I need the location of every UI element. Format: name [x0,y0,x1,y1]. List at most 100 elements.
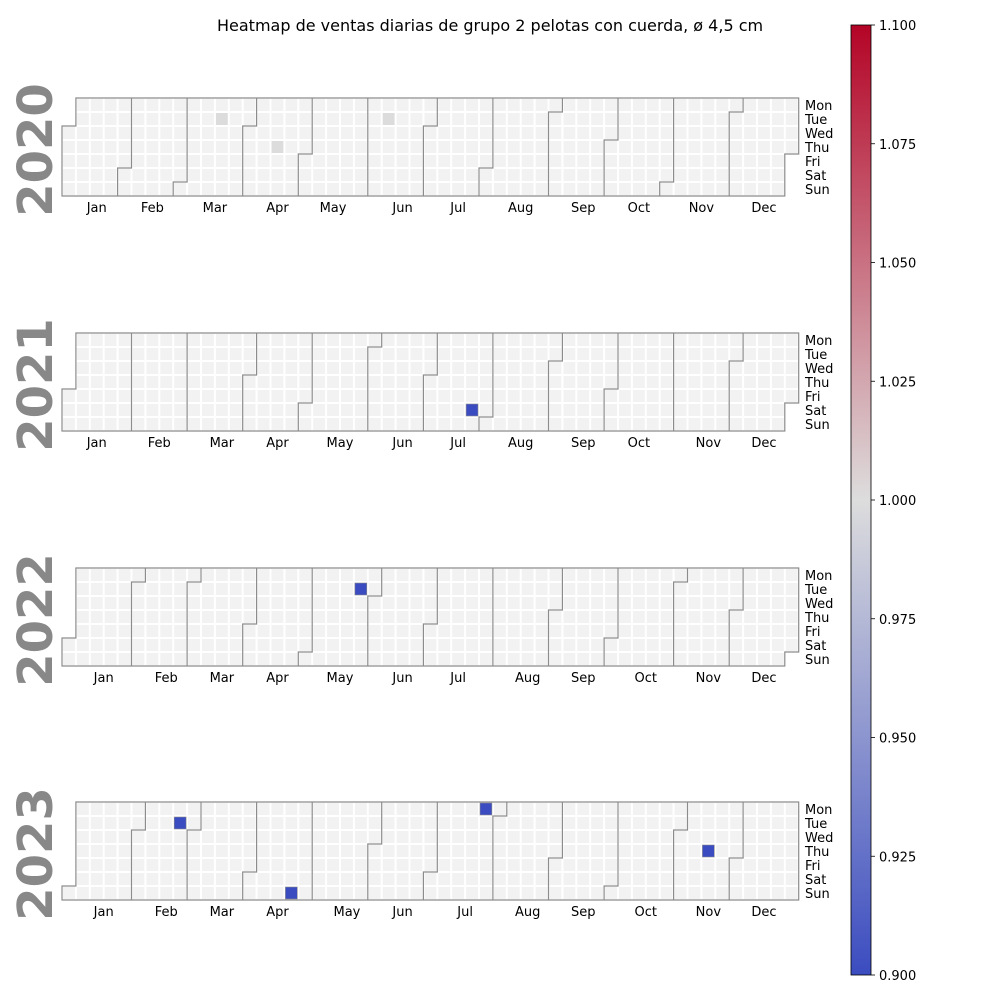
day-cell [132,859,145,871]
day-cell [480,127,492,139]
day-cell [771,113,784,125]
day-cell [229,611,242,623]
day-cell [354,113,367,125]
day-cell [452,625,465,637]
day-cell [744,99,756,111]
day-cell [507,376,520,388]
day-cell [452,155,465,167]
day-cell [549,873,562,885]
day-cell [243,845,256,857]
day-cell [632,845,645,857]
day-cell [577,404,590,416]
day-cell [438,404,451,416]
day-cell [188,845,200,857]
day-cell [299,183,312,195]
day-cell [688,169,701,181]
day-cell [243,183,256,195]
day-cell [758,653,770,665]
highlighted-cell [271,141,284,153]
day-cell [619,183,631,195]
day-cell [327,569,339,581]
day-cell [368,183,381,195]
day-cell [313,169,326,181]
day-cell [76,831,89,843]
day-cell [591,376,604,388]
day-cell [341,597,353,609]
day-cell [202,583,214,595]
day-cell [702,817,715,829]
day-cell [243,404,256,416]
day-cell [118,817,131,829]
weekday-label: Wed [805,127,833,142]
day-cell [299,376,312,388]
month-label: Nov [696,671,722,686]
day-cell [438,653,451,665]
day-cell [466,169,478,181]
day-cell [146,859,159,871]
day-cell [549,155,562,167]
day-cell [480,845,492,857]
day-cell [313,362,326,374]
day-cell [313,831,326,843]
day-cell [619,141,631,153]
day-cell [160,569,173,581]
day-cell [229,169,242,181]
day-cell [480,141,492,153]
day-cell [118,873,131,885]
day-cell [438,183,451,195]
day-cell [646,113,659,125]
day-cell [202,404,214,416]
month-separator [478,98,494,196]
day-cell [90,597,103,609]
day-cell [341,859,353,871]
day-cell [382,183,395,195]
day-cell [452,141,465,153]
day-cell [563,859,576,871]
day-cell [188,611,200,623]
day-cell [160,334,173,346]
month-separator [603,802,619,900]
day-cell [90,611,103,623]
day-cell [396,348,409,360]
day-cell [104,113,117,125]
month-label: Dec [751,201,776,216]
day-cell [285,625,298,637]
day-cell [507,817,520,829]
day-cell [76,887,89,899]
year-block-2022: Jan Feb Mar Apr May Jun Jul Aug Sep Oct Nov DecMonT… [8,553,833,687]
day-cell [535,653,548,665]
day-cell [382,831,395,843]
day-cell [76,625,89,637]
day-cell [535,376,548,388]
day-cell [174,418,187,430]
day-cell [744,390,756,402]
day-cell [438,390,451,402]
day-cell [410,155,423,167]
day-cell [118,859,131,871]
day-cell [215,155,228,167]
day-cell [90,376,103,388]
day-cell [619,376,631,388]
day-cell [563,113,576,125]
day-cell [396,583,409,595]
day-cell [382,653,395,665]
day-cell [605,625,617,637]
day-cell [660,803,673,815]
day-cell [257,803,270,815]
day-cell [674,611,687,623]
day-cell [132,169,145,181]
day-cell [132,390,145,402]
day-cell [410,597,423,609]
day-cell [535,418,548,430]
day-cell [215,127,228,139]
day-cell [188,141,200,153]
day-cell [577,348,590,360]
day-cell [368,113,381,125]
day-cell [785,817,798,829]
day-cell [493,653,506,665]
day-cell [577,817,590,829]
month-separator [297,568,313,666]
day-cell [160,625,173,637]
day-cell [563,887,576,899]
day-cell [466,817,478,829]
